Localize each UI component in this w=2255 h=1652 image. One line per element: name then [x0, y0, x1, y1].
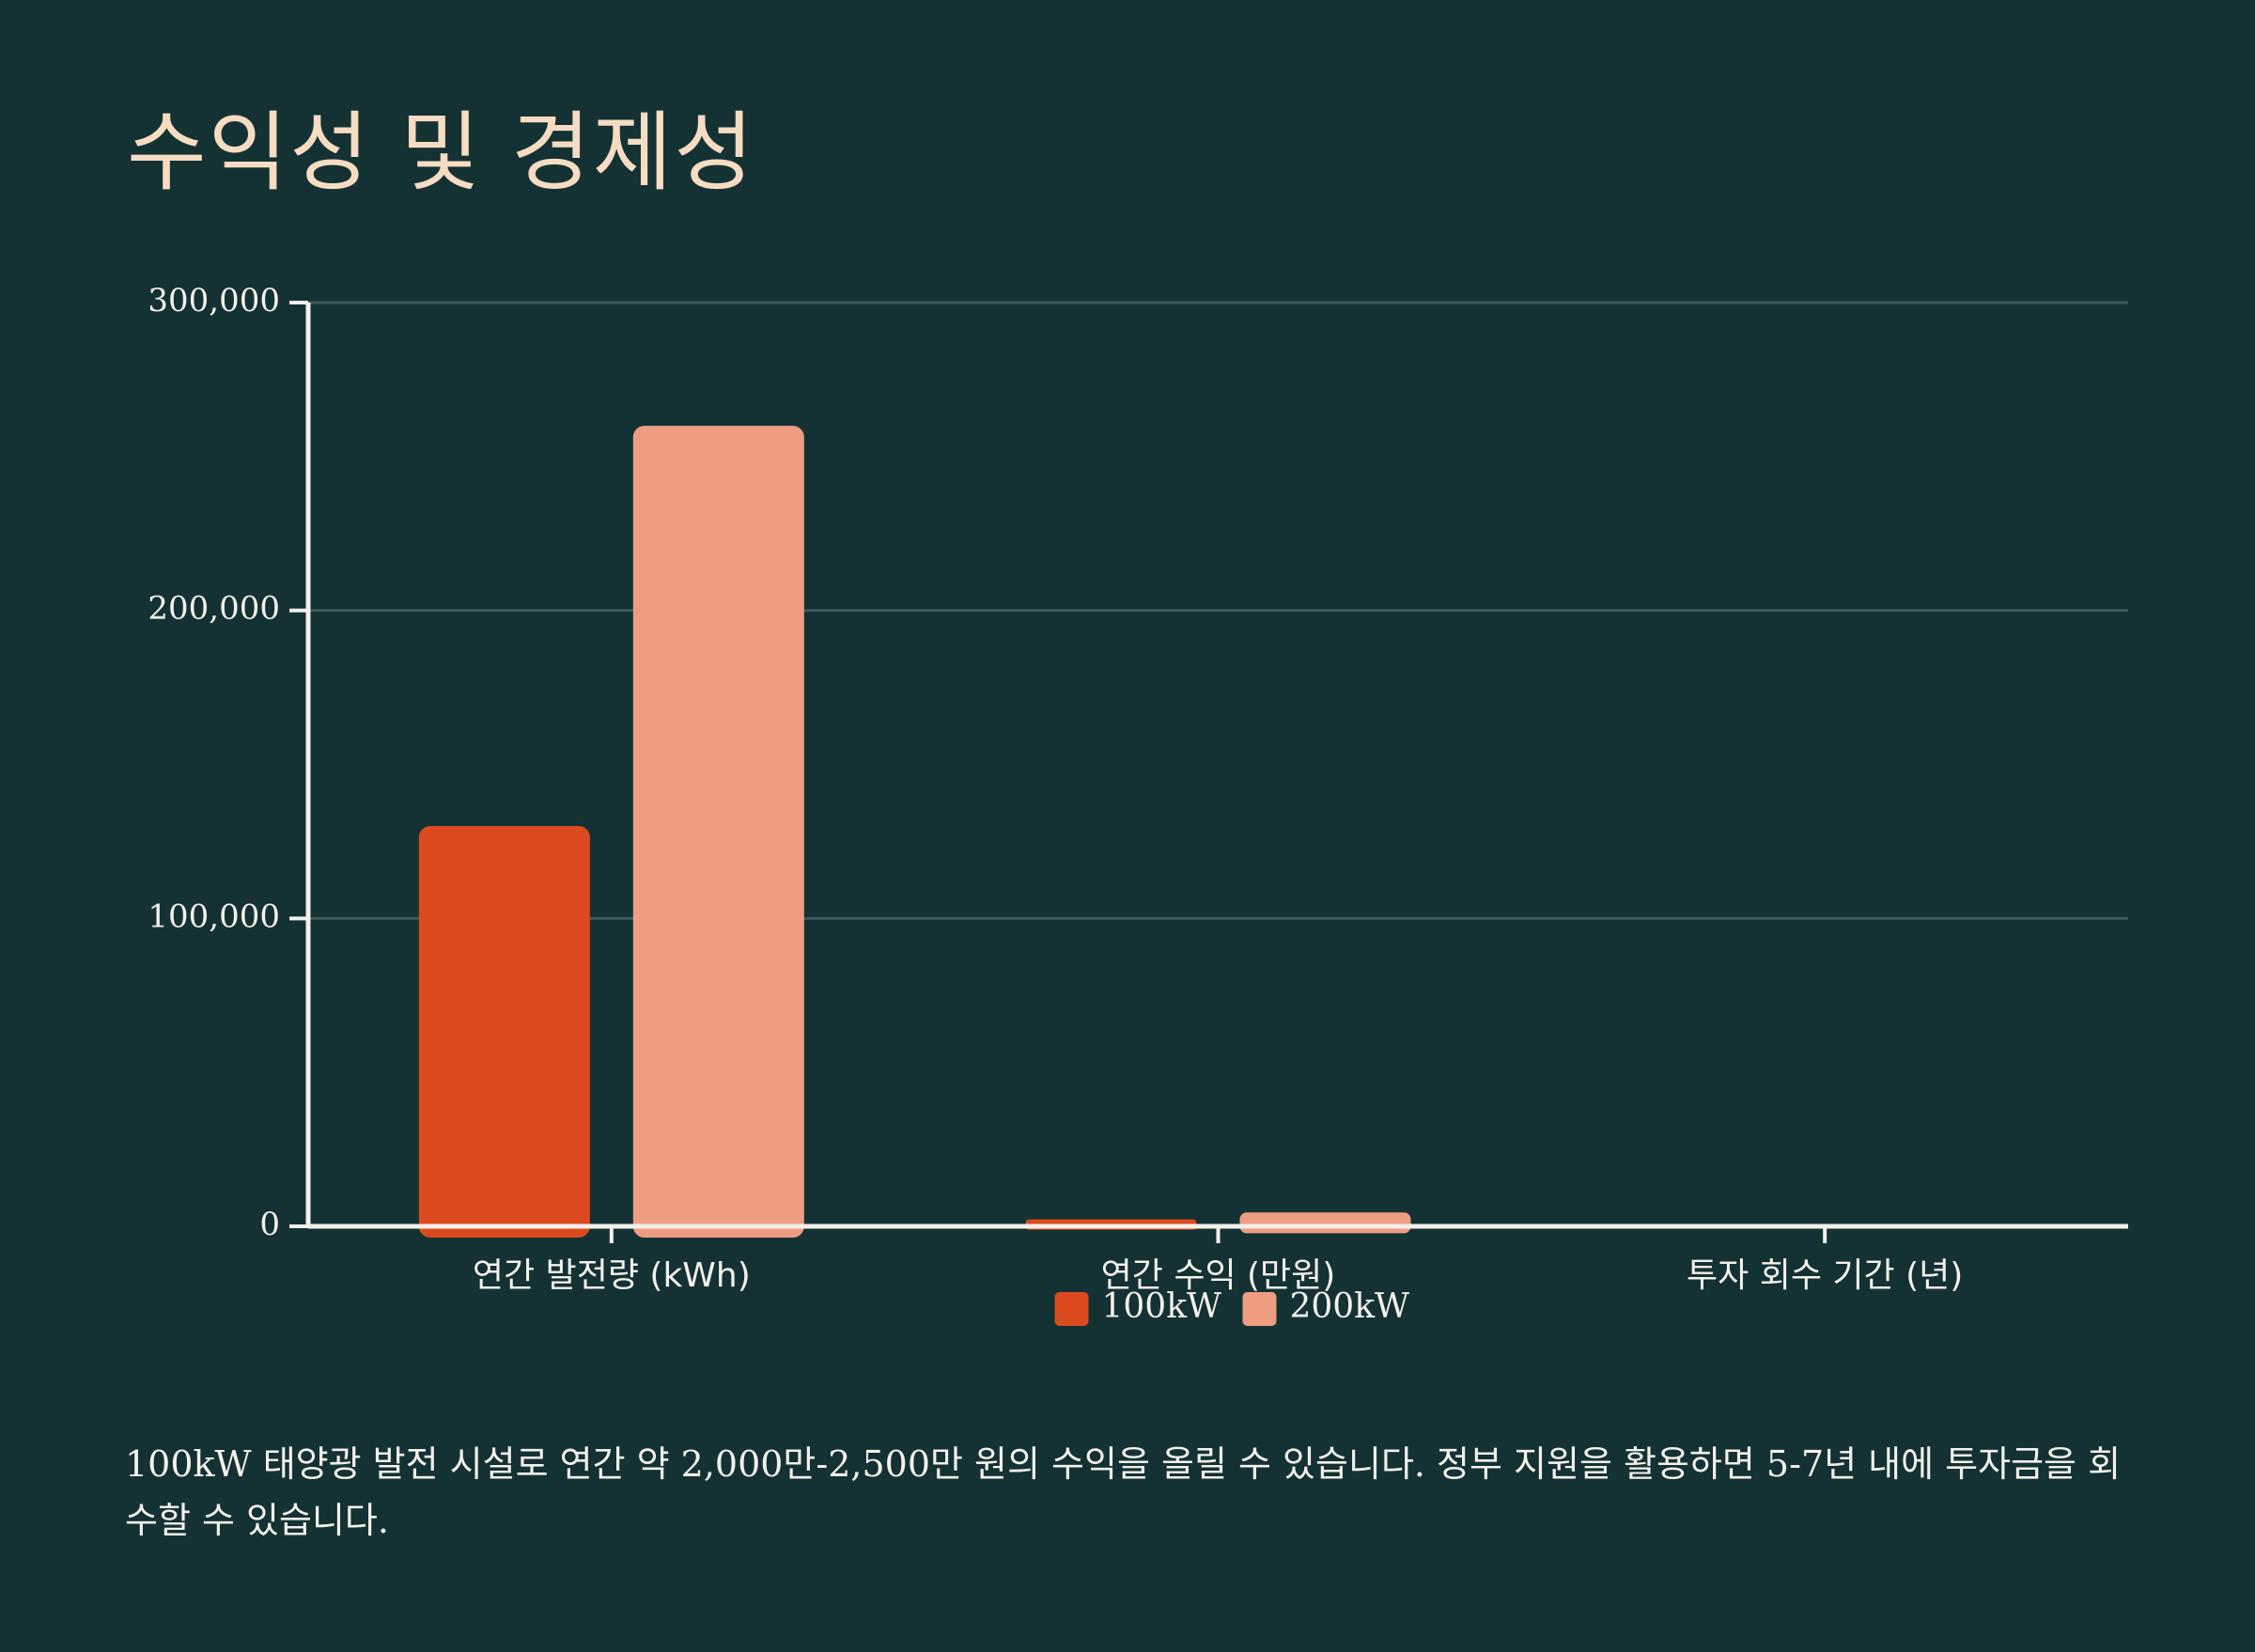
bar-chart: 0 100,000 200,000 300,000 연간 발전량 (kWh) 연간 수익 …	[148, 282, 2128, 1326]
x-tick-label: 연간 수익 (만원)	[1101, 1256, 1336, 1295]
y-tick-label: 300,000	[148, 282, 280, 319]
bar-group	[418, 426, 2018, 1238]
legend-swatch-200kw	[1242, 1292, 1277, 1326]
summary-caption: 100kW 태양광 발전 시설로 연간 약 2,000만-2,500만 원의 수…	[125, 1443, 2122, 1541]
bar-200kw-2	[1239, 1212, 1411, 1234]
x-tick-label: 연간 발전량 (kWh)	[473, 1256, 751, 1295]
y-tick-label: 0	[259, 1206, 280, 1243]
legend-swatch-100kw	[1054, 1292, 1089, 1326]
page-title: 수익성 및 경제성	[127, 102, 755, 203]
axes: 0 100,000 200,000 300,000 연간 발전량 (kWh) 연간 수익 …	[148, 282, 2128, 1295]
legend: 100kW 200kW	[1054, 1287, 1410, 1326]
bar-100kw-1	[418, 826, 590, 1238]
x-tick-label: 투자 회수 기간 (년)	[1687, 1256, 1963, 1295]
gridlines	[308, 301, 2128, 920]
legend-label-200kw: 200kW	[1290, 1287, 1410, 1326]
y-tick-label: 200,000	[148, 590, 280, 628]
legend-label-100kw: 100kW	[1102, 1287, 1222, 1326]
y-tick-label: 100,000	[148, 897, 280, 935]
bar-200kw-1	[632, 426, 804, 1238]
